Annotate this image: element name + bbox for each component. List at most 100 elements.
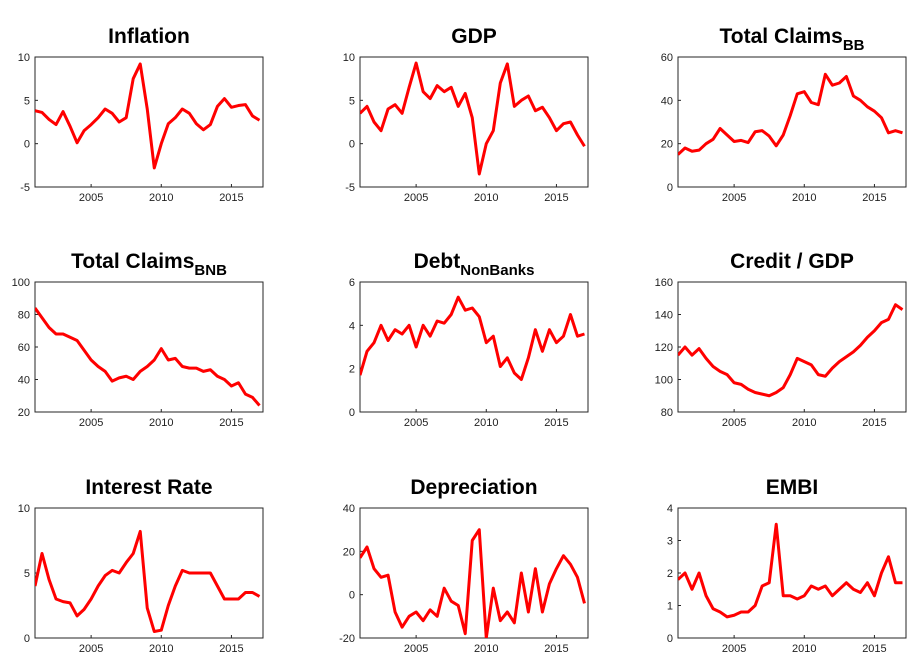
x-tick-label: 2015 bbox=[219, 643, 243, 655]
y-tick-label: 6 bbox=[349, 277, 355, 289]
y-tick-label: 60 bbox=[18, 342, 30, 354]
y-tick-label: 60 bbox=[661, 52, 673, 64]
y-tick-label: 100 bbox=[655, 375, 673, 387]
x-tick-label: 2015 bbox=[544, 192, 568, 204]
y-tick-label: 120 bbox=[655, 342, 673, 354]
title-subscript: BB bbox=[843, 37, 865, 54]
x-tick-label: 2010 bbox=[792, 643, 816, 655]
y-tick-label: 1 bbox=[667, 601, 673, 613]
x-tick-label: 2010 bbox=[149, 643, 173, 655]
panel: Total ClaimsBNB 20 40 60 80 100 2005 2010 2015 bbox=[12, 250, 264, 429]
y-tick-label: 40 bbox=[343, 503, 355, 515]
y-tick-label: 2 bbox=[349, 364, 355, 376]
axes-box bbox=[359, 281, 589, 413]
chart-title: Credit / GDP bbox=[730, 250, 854, 273]
y-tick-label: 0 bbox=[349, 590, 355, 602]
panel: Interest Rate 0 5 10 2005 2010 2015 bbox=[18, 476, 264, 655]
chart-title: EMBI bbox=[766, 476, 819, 499]
chart-title: GDP bbox=[451, 25, 497, 48]
x-tick-label: 2015 bbox=[862, 192, 886, 204]
x-tick-label: 2010 bbox=[474, 417, 498, 429]
panel: Inflation -5 0 5 10 2005 2010 2015 bbox=[18, 25, 264, 204]
axes-box bbox=[677, 281, 907, 413]
x-tick-label: 2005 bbox=[79, 417, 103, 429]
x-tick-label: 2005 bbox=[722, 643, 746, 655]
chart-title: Inflation bbox=[108, 25, 190, 48]
title-subscript: NonBanks bbox=[460, 262, 534, 279]
y-tick-label: 10 bbox=[18, 503, 30, 515]
data-line bbox=[678, 522, 903, 619]
y-tick-label: -20 bbox=[339, 633, 355, 645]
chart-title: DebtNonBanks bbox=[414, 250, 535, 279]
y-tick-label: 10 bbox=[343, 52, 355, 64]
data-line bbox=[360, 61, 586, 176]
x-tick-label: 2010 bbox=[792, 417, 816, 429]
axes-box bbox=[677, 507, 907, 639]
axes-box bbox=[677, 56, 907, 188]
x-tick-label: 2005 bbox=[404, 643, 428, 655]
y-tick-label: 20 bbox=[343, 546, 355, 558]
title-subscript: BNB bbox=[194, 262, 227, 279]
title-text: EMBI bbox=[766, 476, 819, 499]
chart-title: Total ClaimsBB bbox=[720, 25, 865, 54]
y-tick-label: 5 bbox=[24, 95, 30, 107]
title-text: Depreciation bbox=[410, 476, 537, 499]
title-text: Debt bbox=[414, 250, 461, 273]
y-tick-label: 10 bbox=[18, 52, 30, 64]
y-tick-label: 5 bbox=[24, 568, 30, 580]
data-line bbox=[678, 72, 903, 156]
data-line bbox=[360, 295, 585, 381]
title-text: Total Claims bbox=[720, 25, 843, 48]
x-tick-label: 2005 bbox=[79, 192, 103, 204]
y-tick-label: 40 bbox=[18, 375, 30, 387]
x-tick-label: 2005 bbox=[722, 192, 746, 204]
y-tick-label: 40 bbox=[661, 95, 673, 107]
y-tick-label: 20 bbox=[18, 407, 30, 419]
y-tick-label: 100 bbox=[12, 277, 30, 289]
y-tick-label: 0 bbox=[24, 139, 30, 151]
panel: Depreciation -20 0 20 40 2005 2010 2015 bbox=[339, 476, 589, 655]
y-tick-label: 140 bbox=[655, 310, 673, 322]
y-tick-label: 0 bbox=[349, 407, 355, 419]
x-tick-label: 2010 bbox=[474, 643, 498, 655]
axes-box bbox=[34, 281, 264, 413]
panel: DebtNonBanks 0 2 4 6 2005 2010 2015 bbox=[349, 250, 589, 429]
y-tick-label: 0 bbox=[349, 139, 355, 151]
y-tick-label: 2 bbox=[667, 568, 673, 580]
y-tick-label: 5 bbox=[349, 95, 355, 107]
y-tick-label: 0 bbox=[24, 633, 30, 645]
x-tick-label: 2010 bbox=[149, 192, 173, 204]
x-tick-label: 2015 bbox=[862, 417, 886, 429]
panel: EMBI 0 1 2 3 4 2005 2010 2015 bbox=[667, 476, 907, 655]
x-tick-label: 2015 bbox=[544, 417, 568, 429]
title-text: Inflation bbox=[108, 25, 190, 48]
x-tick-label: 2010 bbox=[474, 192, 498, 204]
x-tick-label: 2005 bbox=[404, 417, 428, 429]
data-line bbox=[360, 528, 586, 638]
y-tick-label: 3 bbox=[667, 536, 673, 548]
y-tick-label: 4 bbox=[349, 320, 355, 332]
data-line bbox=[35, 307, 261, 407]
x-tick-label: 2015 bbox=[219, 192, 243, 204]
panel: Total ClaimsBB 0 20 40 60 2005 2010 2015 bbox=[661, 25, 907, 204]
y-tick-label: 80 bbox=[18, 310, 30, 322]
y-tick-label: -5 bbox=[345, 182, 355, 194]
title-text: GDP bbox=[451, 25, 497, 48]
x-tick-label: 2010 bbox=[149, 417, 173, 429]
data-line bbox=[35, 529, 261, 633]
y-tick-label: 4 bbox=[667, 503, 673, 515]
x-tick-label: 2015 bbox=[544, 643, 568, 655]
title-text: Interest Rate bbox=[85, 476, 212, 499]
y-tick-label: 160 bbox=[655, 277, 673, 289]
chart-title: Interest Rate bbox=[85, 476, 212, 499]
y-tick-label: 80 bbox=[661, 407, 673, 419]
x-tick-label: 2005 bbox=[404, 192, 428, 204]
chart-title: Depreciation bbox=[410, 476, 537, 499]
x-tick-label: 2005 bbox=[79, 643, 103, 655]
x-tick-label: 2015 bbox=[862, 643, 886, 655]
x-tick-label: 2015 bbox=[219, 417, 243, 429]
chart-title: Total ClaimsBNB bbox=[71, 250, 227, 279]
data-line bbox=[35, 62, 261, 170]
title-text: Total Claims bbox=[71, 250, 194, 273]
